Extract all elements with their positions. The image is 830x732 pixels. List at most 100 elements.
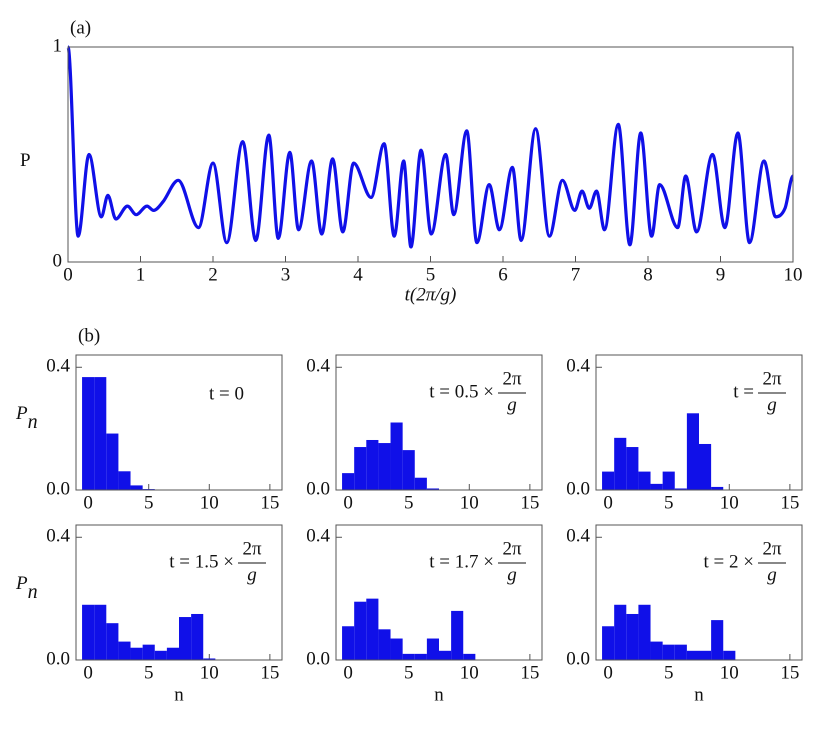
y-tick-label: 0.4 (306, 526, 330, 547)
annotation-text: t = 1.5 × (169, 551, 234, 572)
x-tick-label: 0 (63, 264, 73, 285)
y-tick-label: 0.0 (306, 648, 330, 669)
y-tick-label: 0.4 (566, 526, 590, 547)
x-axis-label: n (434, 684, 444, 705)
bar (723, 650, 736, 660)
x-tick-label: 9 (716, 264, 726, 285)
plot-frame (67, 46, 794, 263)
bar (686, 650, 699, 660)
bar (626, 613, 639, 660)
bar (142, 644, 155, 660)
annotation-numerator: 2π (762, 538, 782, 559)
bar (614, 437, 627, 490)
y-tick-label: 0.0 (566, 478, 590, 499)
y-tick-label: 0.0 (566, 648, 590, 669)
plot-frame (335, 524, 543, 661)
bar (342, 626, 355, 660)
x-tick-label: 10 (200, 662, 219, 683)
y-tick-label: 0.4 (46, 526, 70, 547)
x-tick-label: 10 (200, 492, 219, 513)
plot-frame (75, 524, 283, 661)
panel-label: (a) (70, 17, 91, 38)
y-axis-label: P (20, 150, 31, 171)
x-tick-label: 5 (144, 492, 154, 513)
x-tick-label: 10 (720, 662, 739, 683)
x-tick-label: 5 (144, 662, 154, 683)
y-label-main: P (15, 403, 28, 424)
annotation-denominator: g (507, 564, 517, 585)
x-tick-label: 5 (404, 662, 414, 683)
bar (439, 650, 452, 660)
bar (390, 638, 403, 660)
plot-frame (595, 354, 803, 491)
annotation-text: t = 1.7 × (429, 551, 494, 572)
x-tick-label: 15 (260, 492, 279, 513)
bar (366, 439, 379, 490)
annotation-numerator: 2π (242, 538, 262, 559)
panel-label: (b) (78, 325, 100, 346)
bar (650, 483, 663, 490)
y-tick-label: 0.4 (306, 356, 330, 377)
bar (711, 486, 724, 490)
y-tick-label: 0.0 (46, 648, 70, 669)
bar (130, 647, 143, 660)
annotation-numerator: 2π (502, 368, 522, 389)
x-tick-label: 15 (780, 492, 799, 513)
bar (402, 450, 415, 490)
bar (94, 377, 107, 490)
x-tick-label: 0 (603, 662, 613, 683)
bar (354, 601, 367, 660)
bar (626, 447, 639, 490)
y-tick-label: 0.0 (46, 478, 70, 499)
annotation-denominator: g (507, 394, 517, 415)
y-label-subscript: n (28, 411, 38, 433)
y-label-main: P (20, 150, 31, 171)
x-tick-label: 7 (571, 264, 581, 285)
x-axis-label: t(2π/g) (405, 284, 457, 305)
bar (94, 604, 107, 660)
plot-frame (335, 354, 543, 491)
annotation-text: t = 2 × (704, 551, 754, 572)
x-tick-label: 10 (784, 264, 803, 285)
bar (614, 604, 627, 660)
bar (378, 629, 391, 660)
x-tick-label: 5 (404, 492, 414, 513)
bar (414, 477, 427, 490)
bar (366, 598, 379, 660)
bar (674, 488, 687, 490)
bar (118, 641, 131, 660)
x-tick-label: 0 (83, 492, 93, 513)
x-tick-label: 5 (664, 492, 674, 513)
y-tick-label: 0.0 (306, 478, 330, 499)
x-tick-label: 0 (83, 662, 93, 683)
annotation-denominator: g (767, 394, 777, 415)
annotation-text: t = (733, 381, 754, 402)
bar (166, 647, 179, 660)
annotation-denominator: g (247, 564, 257, 585)
bar (378, 443, 391, 490)
bar (354, 447, 367, 490)
plot-frame (75, 354, 283, 491)
bar (106, 623, 119, 660)
bar (662, 644, 675, 660)
annotation-numerator: 2π (762, 368, 782, 389)
bar (191, 613, 204, 660)
bar (414, 653, 427, 660)
x-tick-label: 0 (343, 492, 353, 513)
bar (602, 626, 615, 660)
bar (638, 471, 651, 490)
bar (154, 650, 167, 660)
y-tick-label: 0.4 (46, 356, 70, 377)
bar (638, 604, 651, 660)
bar (699, 650, 712, 660)
y-axis-label: Pn (15, 403, 38, 432)
x-tick-label: 15 (520, 662, 539, 683)
bar (106, 433, 119, 490)
bar (650, 641, 663, 660)
x-tick-label: 10 (460, 492, 479, 513)
y-tick-label: 0.4 (566, 356, 590, 377)
x-tick-label: 3 (281, 264, 291, 285)
annotation-text: t = 0.5 × (429, 381, 494, 402)
